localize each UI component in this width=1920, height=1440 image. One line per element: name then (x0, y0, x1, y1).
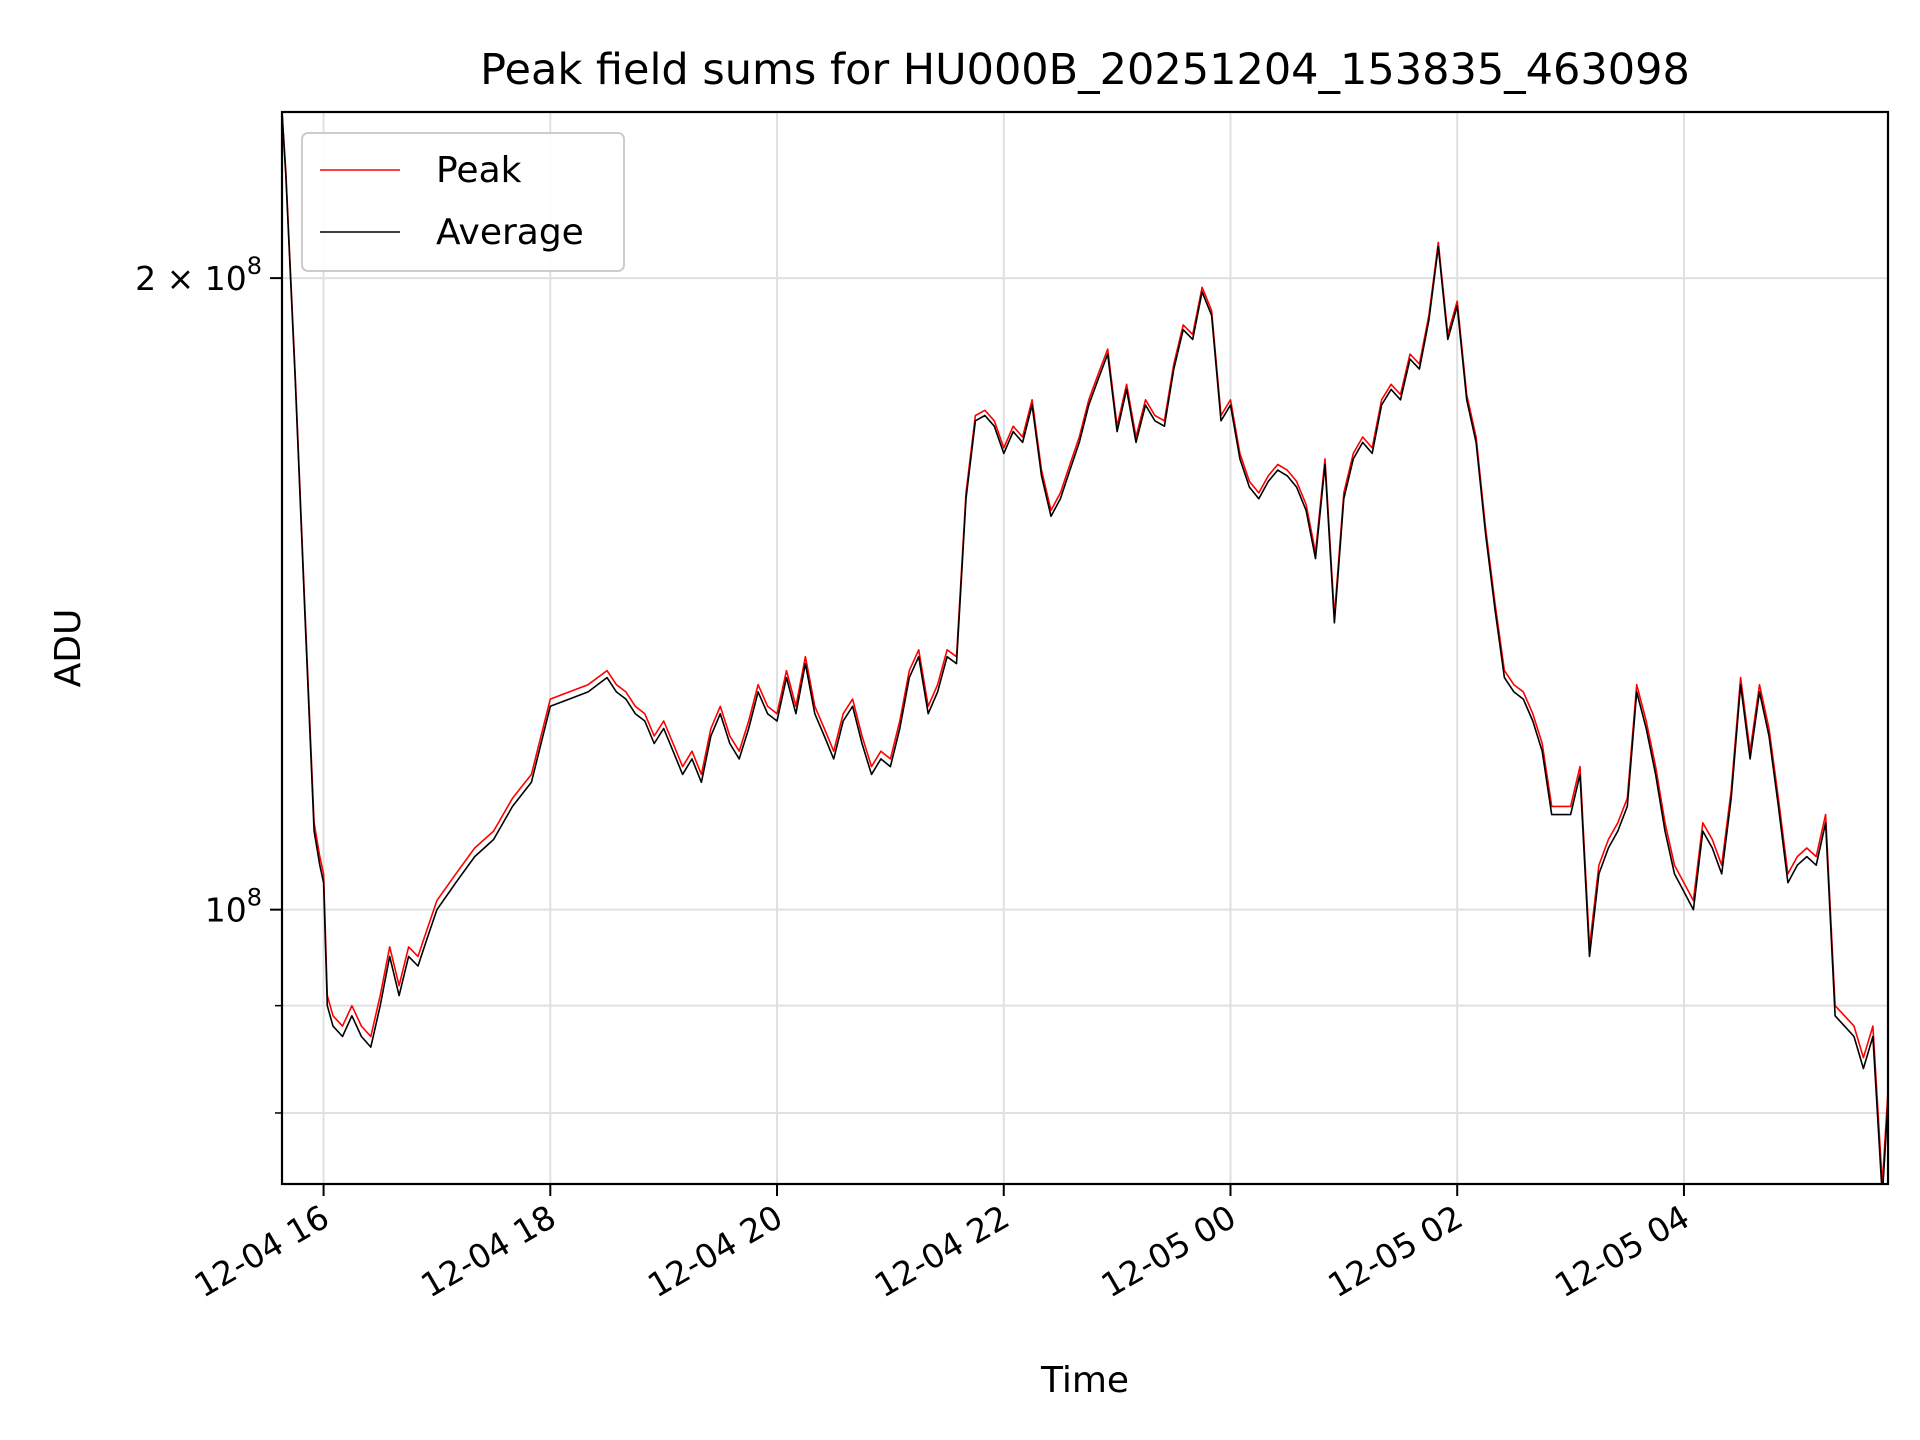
y-tick-label-exponent: 8 (247, 884, 262, 912)
series-line-average (282, 112, 1888, 1184)
legend-label-peak: Peak (436, 150, 522, 191)
grid-layer (282, 112, 1888, 1184)
y-tick-label: 2 × 108 (135, 252, 262, 298)
legend-box (301, 132, 625, 272)
y-tick-label: 108 (205, 884, 262, 930)
y-axis-title: ADU (48, 609, 89, 688)
plot-frame (280, 110, 1890, 1186)
y-tick-label-base: 2 × 10 (135, 259, 247, 298)
legend: Peak Average (301, 132, 625, 272)
y-tick-label-exponent: 8 (247, 252, 262, 280)
x-axis-title: Time (1040, 1360, 1129, 1401)
chart-title: Peak field sums for HU000B_20251204_1538… (480, 45, 1690, 95)
y-tick-label-base: 10 (205, 891, 247, 930)
legend-label-average: Average (436, 212, 584, 253)
series-layer (282, 112, 1888, 1184)
